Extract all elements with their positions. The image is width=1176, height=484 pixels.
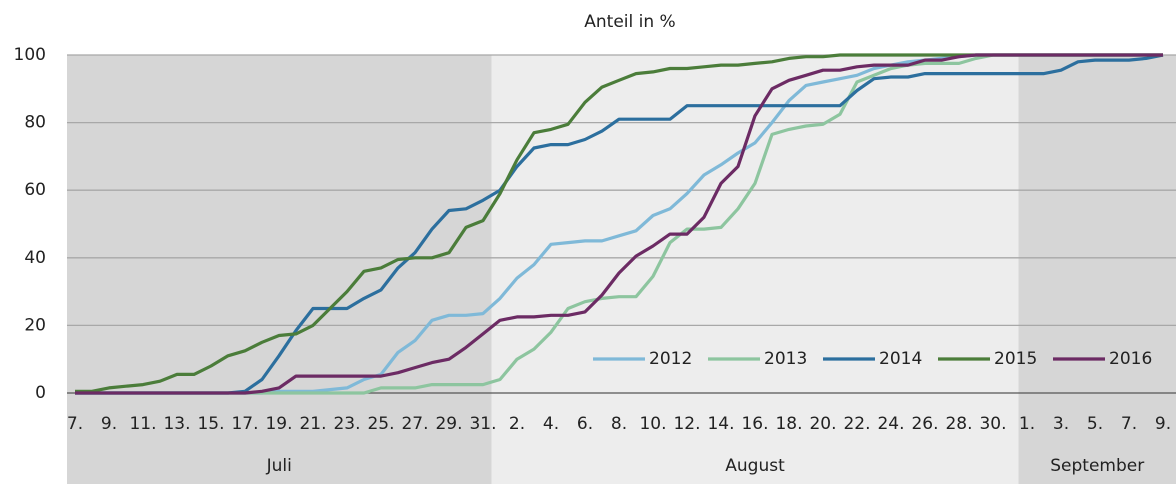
x-tick-label: 14.: [707, 414, 734, 434]
x-tick-label: 16.: [741, 414, 768, 434]
series-line: [75, 53, 1164, 395]
series-line: [75, 53, 1163, 395]
legend-label: 2013: [764, 349, 807, 369]
x-tick-label: 12.: [673, 414, 700, 434]
x-tick-label: 7.: [67, 414, 83, 434]
x-tick-label: 18.: [775, 414, 802, 434]
x-tick-label: 19.: [265, 414, 292, 434]
y-tick-label: 40: [24, 248, 46, 268]
x-tick-label: 5.: [1087, 414, 1103, 434]
month-label: August: [725, 456, 785, 476]
y-tick-label: 60: [24, 180, 46, 200]
x-tick-label: 20.: [809, 414, 836, 434]
chart-title: Anteil in %: [584, 12, 675, 32]
legend-label: 2015: [994, 349, 1037, 369]
x-tick-label: 1.: [1019, 414, 1035, 434]
x-tick-label: 11.: [129, 414, 156, 434]
x-tick-label: 2.: [509, 414, 525, 434]
month-band: [67, 55, 492, 484]
x-tick-label: 23.: [333, 414, 360, 434]
legend-label: 2016: [1109, 349, 1152, 369]
x-tick-label: 10.: [639, 414, 666, 434]
x-tick-label: 4.: [543, 414, 559, 434]
x-tick-label: 3.: [1053, 414, 1069, 434]
x-tick-label: 25.: [367, 414, 394, 434]
x-tick-label: 13.: [163, 414, 190, 434]
y-tick-label: 80: [24, 113, 46, 133]
x-tick-label: 31.: [469, 414, 496, 434]
legend-label: 2012: [649, 349, 692, 369]
x-tick-label: 30.: [979, 414, 1006, 434]
x-tick-label: 15.: [197, 414, 224, 434]
x-tick-label: 9.: [1155, 414, 1171, 434]
x-tick-label: 24.: [877, 414, 904, 434]
x-tick-label: 8.: [611, 414, 627, 434]
y-tick-label: 20: [24, 315, 46, 335]
x-tick-label: 17.: [231, 414, 258, 434]
month-label: September: [1050, 456, 1144, 476]
legend-label: 2014: [879, 349, 922, 369]
x-tick-label: 29.: [435, 414, 462, 434]
x-tick-label: 28.: [945, 414, 972, 434]
x-tick-label: 27.: [401, 414, 428, 434]
y-tick-label: 0: [35, 383, 46, 403]
x-tick-label: 26.: [911, 414, 938, 434]
x-tick-label: 21.: [299, 414, 326, 434]
month-band: [1018, 55, 1176, 484]
x-tick-label: 7.: [1121, 414, 1137, 434]
y-tick-label: 100: [14, 45, 46, 65]
month-band: [491, 55, 1019, 484]
x-tick-label: 9.: [101, 414, 117, 434]
x-tick-label: 6.: [577, 414, 593, 434]
x-tick-label: 22.: [843, 414, 870, 434]
month-label: Juli: [266, 456, 292, 476]
